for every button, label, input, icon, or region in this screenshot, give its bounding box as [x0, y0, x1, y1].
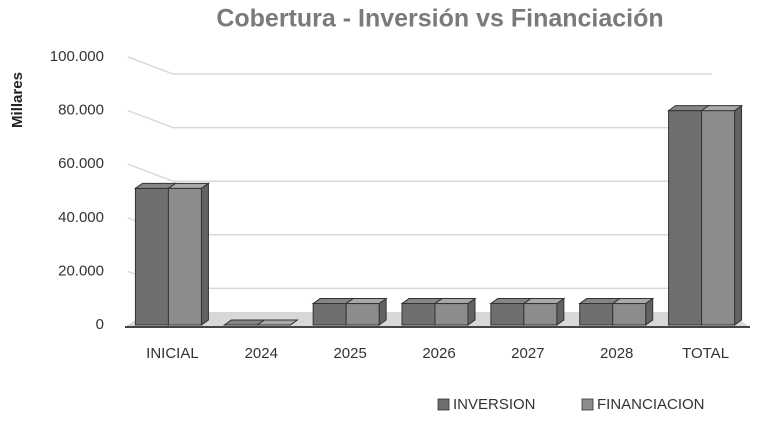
bar-top: [433, 298, 477, 305]
bar-top: [522, 298, 566, 305]
chart-title: Cobertura - Inversión vs Financiación: [216, 5, 663, 33]
y-axis-title: Millares: [9, 72, 26, 128]
grid-line: [127, 163, 712, 182]
bar-top: [166, 182, 210, 189]
bar: [134, 187, 169, 326]
x-tick-label: 2026: [422, 345, 455, 362]
bar: [701, 110, 736, 326]
y-tick-label: 40.000: [58, 209, 104, 226]
legend-label: FINANCIACION: [597, 396, 705, 413]
bar: [167, 187, 202, 326]
x-tick-label: INICIAL: [146, 345, 199, 362]
x-tick-label: TOTAL: [682, 345, 729, 362]
x-tick-label: 2024: [245, 345, 278, 362]
bar-top: [255, 319, 299, 326]
bar: [434, 303, 469, 326]
bar: [401, 303, 436, 326]
bar-top: [611, 298, 655, 305]
x-tick-label: 2025: [333, 345, 366, 362]
bar-top: [344, 298, 388, 305]
bar: [490, 303, 525, 326]
x-tick-label: 2028: [600, 345, 633, 362]
grid-line: [127, 270, 712, 290]
grid-line: [127, 109, 712, 129]
grid-line: [127, 56, 712, 75]
y-tick-label: 60.000: [58, 155, 104, 172]
y-tick-label: 80.000: [58, 102, 104, 119]
bar-top: [700, 105, 744, 112]
grid-line: [127, 217, 712, 236]
bar: [612, 303, 647, 326]
bar: [668, 110, 703, 326]
bar: [523, 303, 558, 326]
bar: [345, 303, 380, 326]
bar: [312, 303, 347, 326]
legend-label: INVERSION: [453, 396, 536, 413]
legend-swatch: [581, 398, 594, 411]
legend-swatch: [437, 398, 450, 411]
y-tick-label: 20.000: [58, 262, 104, 279]
bar-side: [734, 104, 743, 326]
bar: [579, 303, 614, 326]
bar-side: [200, 182, 209, 326]
y-tick-label: 0: [96, 316, 104, 333]
x-tick-label: 2027: [511, 345, 544, 362]
y-tick-label: 100.000: [50, 48, 104, 65]
